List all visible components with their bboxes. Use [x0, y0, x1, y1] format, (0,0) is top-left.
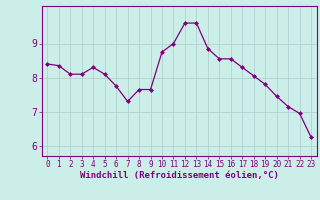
X-axis label: Windchill (Refroidissement éolien,°C): Windchill (Refroidissement éolien,°C) — [80, 171, 279, 180]
